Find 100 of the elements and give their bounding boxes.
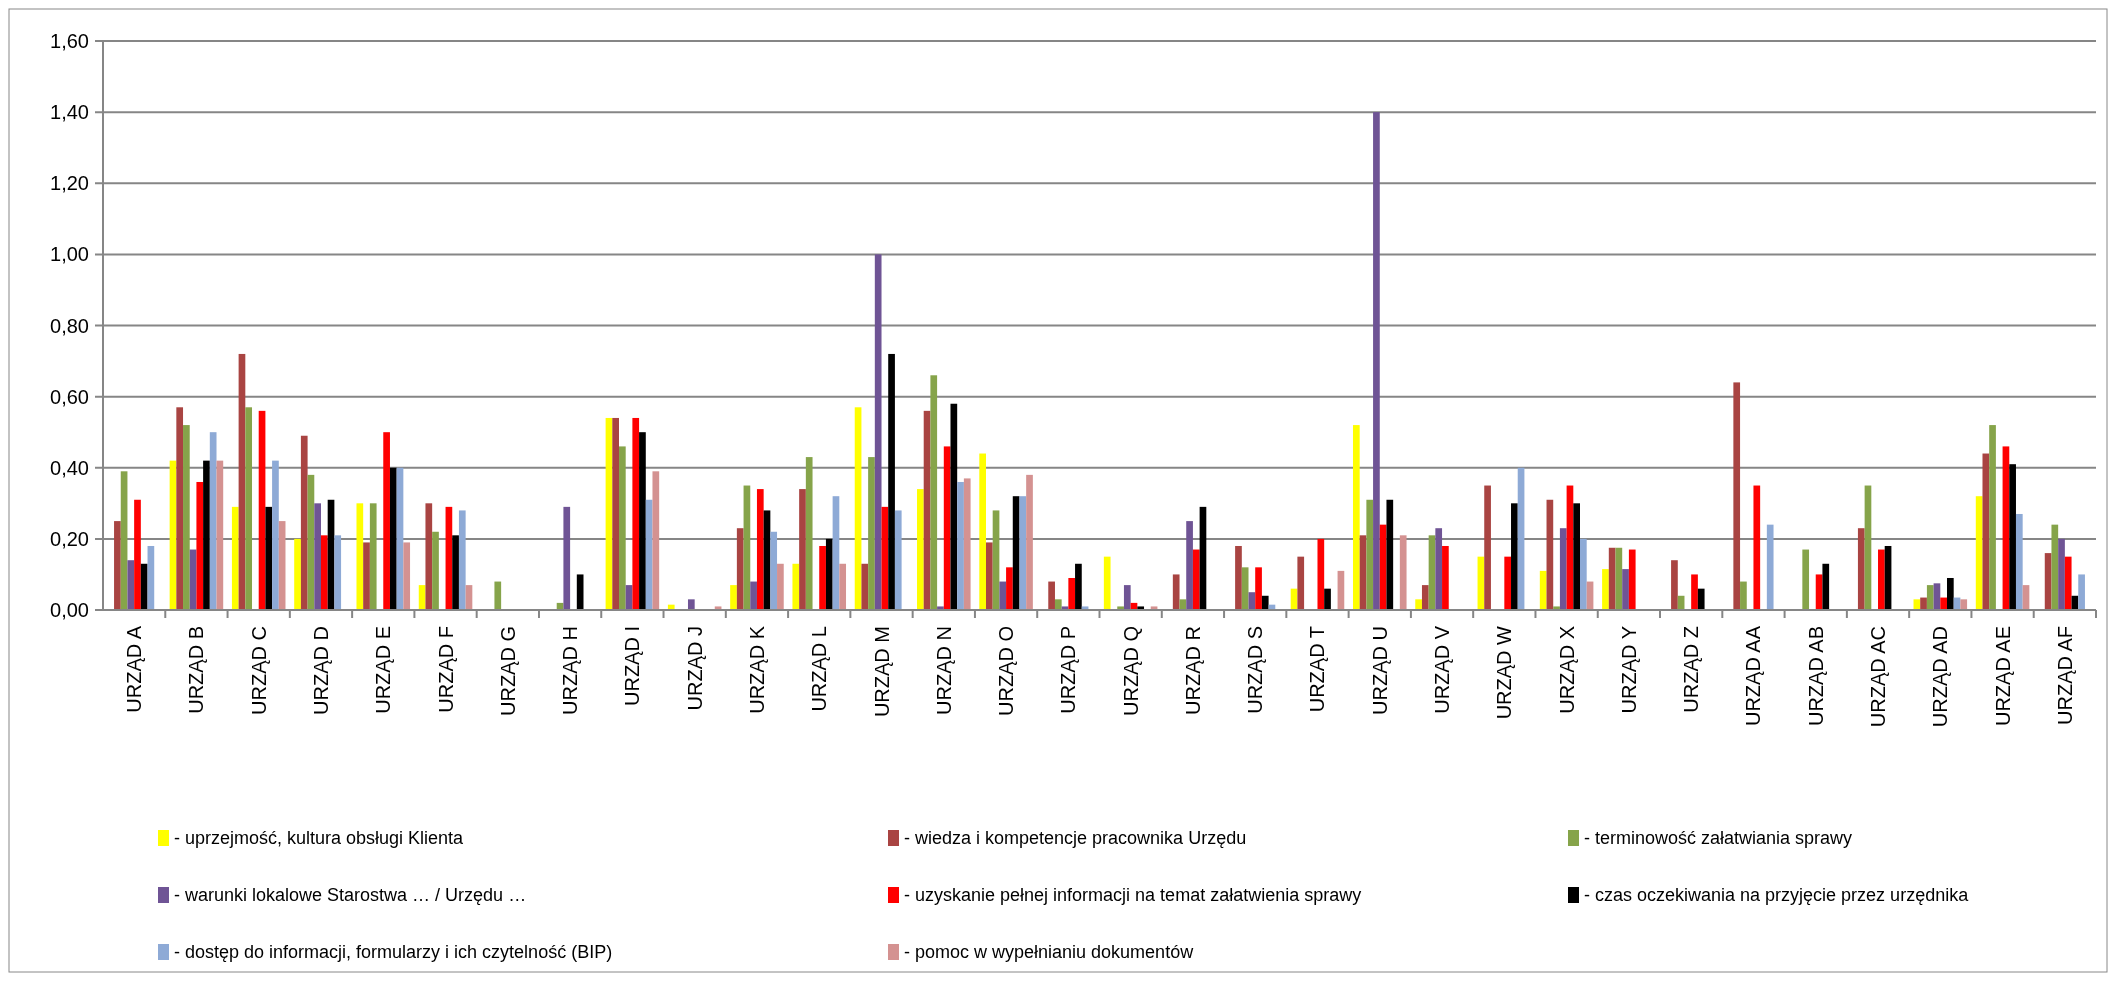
bar (320, 535, 328, 610)
bar (196, 481, 204, 610)
bar (389, 467, 397, 610)
bar (1740, 581, 1747, 610)
x-tick-label: URZĄD B (185, 626, 208, 714)
bar (1352, 425, 1360, 610)
x-tick-label: URZĄD H (559, 626, 582, 715)
bar (1671, 560, 1678, 610)
bar (874, 254, 882, 610)
bar (1123, 585, 1131, 610)
bar (619, 446, 626, 610)
x-tick-label: URZĄD AF (2053, 626, 2076, 725)
bar (999, 581, 1007, 610)
bar (1186, 521, 1193, 610)
x-tick-label: URZĄD E (372, 626, 395, 714)
x-tick-label: URZĄD S (1244, 626, 1267, 714)
legend-label: - uzyskanie pełnej informacji na temat załatwienia sprawy (904, 885, 1362, 906)
bar (1103, 556, 1111, 610)
bar (203, 460, 210, 610)
bar (612, 417, 619, 610)
bar (1802, 549, 1810, 610)
bar (425, 503, 433, 610)
bar (1822, 563, 1830, 610)
bar (687, 599, 695, 610)
bar (917, 489, 924, 610)
x-tick-label: URZĄD M (870, 626, 893, 718)
bar (2015, 513, 2023, 610)
bar (356, 503, 364, 610)
bar (1068, 577, 1076, 610)
bar (1733, 382, 1741, 610)
legend-label: - dostęp do informacji, formularzy i ich czytelność (BIP) (174, 942, 613, 963)
bar (1940, 597, 1947, 610)
bar (888, 353, 895, 610)
bar (839, 563, 847, 610)
y-tick-label: 0,20 (50, 527, 89, 550)
bar (452, 535, 459, 610)
y-tick-label: 1,00 (50, 243, 89, 266)
bar (1580, 538, 1587, 610)
x-tick-label: URZĄD AB (1804, 626, 1827, 727)
bar (756, 489, 764, 610)
bar (1878, 549, 1885, 610)
bar (314, 503, 321, 610)
bar (300, 435, 308, 610)
x-tick-label: URZĄD I (621, 626, 644, 706)
x-tick-label: URZĄD O (995, 626, 1018, 716)
bar (652, 471, 660, 610)
x-tick-label: URZĄD P (1057, 626, 1080, 714)
x-tick-label: URZĄD Y (1617, 626, 1640, 714)
x-tick-label: URZĄD AC (1867, 626, 1890, 728)
bar (134, 499, 141, 610)
legend-label: - czas oczekiwania na przyjęcie przez urzędnika (1584, 885, 1970, 906)
legend-label: - uprzejmość, kultura obsługi Klienta (174, 828, 465, 849)
x-tick-label: URZĄD G (496, 626, 519, 716)
bar (736, 528, 744, 610)
x-tick-label: URZĄD AA (1742, 625, 1765, 727)
bar (1602, 569, 1609, 610)
bar (1235, 545, 1242, 610)
bar (1511, 503, 1518, 610)
legend-label: - pomoc w wypełnianiu dokumentów (904, 942, 1195, 963)
bar (730, 585, 737, 610)
bar (494, 581, 502, 610)
x-tick-label: URZĄD AE (1991, 626, 2014, 727)
bar (1484, 485, 1491, 610)
x-tick-label: URZĄD U (1368, 626, 1391, 715)
bar (632, 417, 640, 610)
bar (799, 489, 806, 610)
x-tick-label: URZĄD AD (1929, 626, 1952, 728)
bar (1241, 567, 1249, 610)
bar (1946, 577, 1954, 610)
bar (1539, 570, 1547, 610)
bar (1442, 545, 1449, 610)
bar (1989, 425, 1996, 610)
x-tick-label: URZĄD V (1431, 625, 1454, 714)
bar (1920, 597, 1927, 610)
bar (1297, 556, 1305, 610)
bar (1926, 585, 1934, 610)
bar (1504, 556, 1512, 610)
y-tick-label: 1,20 (50, 172, 89, 195)
bar (403, 542, 411, 610)
bar (265, 506, 273, 610)
x-tick-label: URZĄD K (745, 625, 768, 714)
bar (750, 581, 757, 610)
bar (1415, 599, 1422, 610)
bar (805, 457, 813, 610)
bar (1608, 547, 1616, 610)
x-tick-label: URZĄD X (1555, 626, 1578, 714)
x-tick-label: URZĄD R (1181, 626, 1204, 715)
bar (930, 375, 938, 610)
bar (963, 478, 971, 610)
bar (1421, 585, 1429, 610)
bar (1622, 569, 1629, 610)
bar (1691, 574, 1698, 610)
x-tick-label: URZĄD W (1493, 625, 1516, 720)
bar (1559, 528, 1567, 610)
bar (1019, 496, 1027, 610)
x-tick-label: URZĄD Z (1680, 626, 1703, 713)
legend-label: - wiedza i kompetencje pracownika Urzędu (904, 828, 1247, 849)
bar (957, 481, 964, 610)
y-tick-label: 1,60 (50, 30, 89, 52)
y-tick-label: 0,80 (50, 314, 89, 337)
